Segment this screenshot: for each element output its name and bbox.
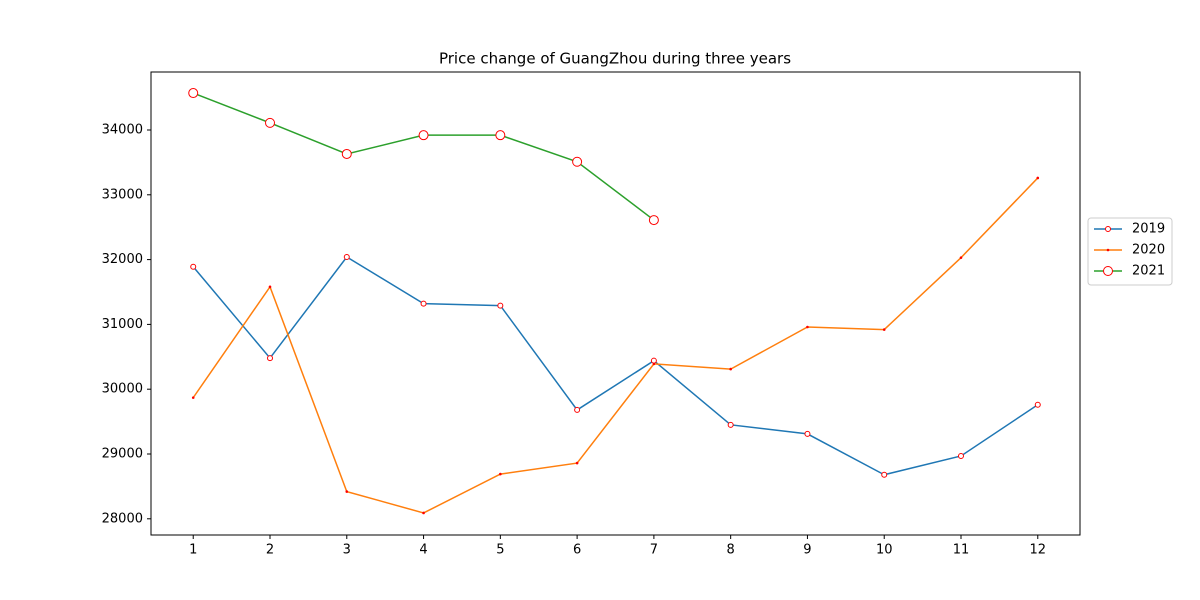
data-point xyxy=(1036,176,1040,180)
x-tick-label: 1 xyxy=(189,543,197,558)
data-point xyxy=(418,130,429,141)
x-tick-label: 8 xyxy=(727,543,735,558)
data-point xyxy=(420,300,427,307)
data-point xyxy=(497,302,504,309)
data-point xyxy=(343,254,350,261)
legend-label: 2021 xyxy=(1132,264,1165,279)
data-point xyxy=(648,215,659,226)
y-tick-label: 34000 xyxy=(102,122,143,137)
data-point xyxy=(575,461,579,465)
data-point xyxy=(804,430,811,437)
data-point xyxy=(191,396,195,399)
data-point xyxy=(959,256,963,259)
x-tick-label: 12 xyxy=(1029,543,1046,558)
legend-marker xyxy=(1106,248,1110,252)
data-point xyxy=(729,367,732,371)
data-point xyxy=(574,406,581,413)
data-point xyxy=(495,130,506,141)
legend-marker xyxy=(1103,266,1113,276)
y-tick-label: 28000 xyxy=(102,511,143,526)
data-point xyxy=(572,156,583,167)
x-tick-label: 10 xyxy=(876,543,893,558)
data-point xyxy=(188,88,199,99)
data-point xyxy=(190,263,197,270)
legend-marker xyxy=(1105,226,1111,232)
data-point xyxy=(341,148,352,159)
x-tick-label: 3 xyxy=(343,543,351,558)
y-tick-label: 30000 xyxy=(102,382,143,397)
data-point xyxy=(806,325,809,329)
y-tick-label: 31000 xyxy=(102,317,143,332)
x-tick-label: 5 xyxy=(496,543,504,558)
data-point xyxy=(422,511,425,515)
data-point xyxy=(882,328,886,331)
data-point xyxy=(652,362,656,366)
legend-label: 2020 xyxy=(1132,243,1165,258)
x-tick-label: 7 xyxy=(650,543,658,558)
data-point xyxy=(957,452,964,459)
x-tick-label: 6 xyxy=(573,543,581,558)
legend-label: 2019 xyxy=(1132,222,1165,237)
x-tick-label: 11 xyxy=(953,543,970,558)
data-point xyxy=(265,117,276,128)
data-point xyxy=(268,285,272,289)
data-point xyxy=(727,421,734,428)
data-point xyxy=(499,472,502,476)
x-tick-label: 4 xyxy=(419,543,427,558)
x-tick-label: 9 xyxy=(803,543,811,558)
plot-frame xyxy=(150,71,1081,536)
y-tick-label: 29000 xyxy=(102,446,143,461)
x-tick-label: 2 xyxy=(266,543,274,558)
y-tick-label: 32000 xyxy=(102,252,143,267)
series-line xyxy=(192,256,1039,476)
data-point xyxy=(881,471,888,478)
chart-title: Price change of GuangZhou during three y… xyxy=(439,50,791,68)
data-point xyxy=(345,490,349,493)
data-point xyxy=(650,357,657,364)
data-point xyxy=(1034,401,1041,408)
series-line xyxy=(192,177,1039,514)
data-point xyxy=(267,355,274,362)
y-tick-label: 33000 xyxy=(102,187,143,202)
